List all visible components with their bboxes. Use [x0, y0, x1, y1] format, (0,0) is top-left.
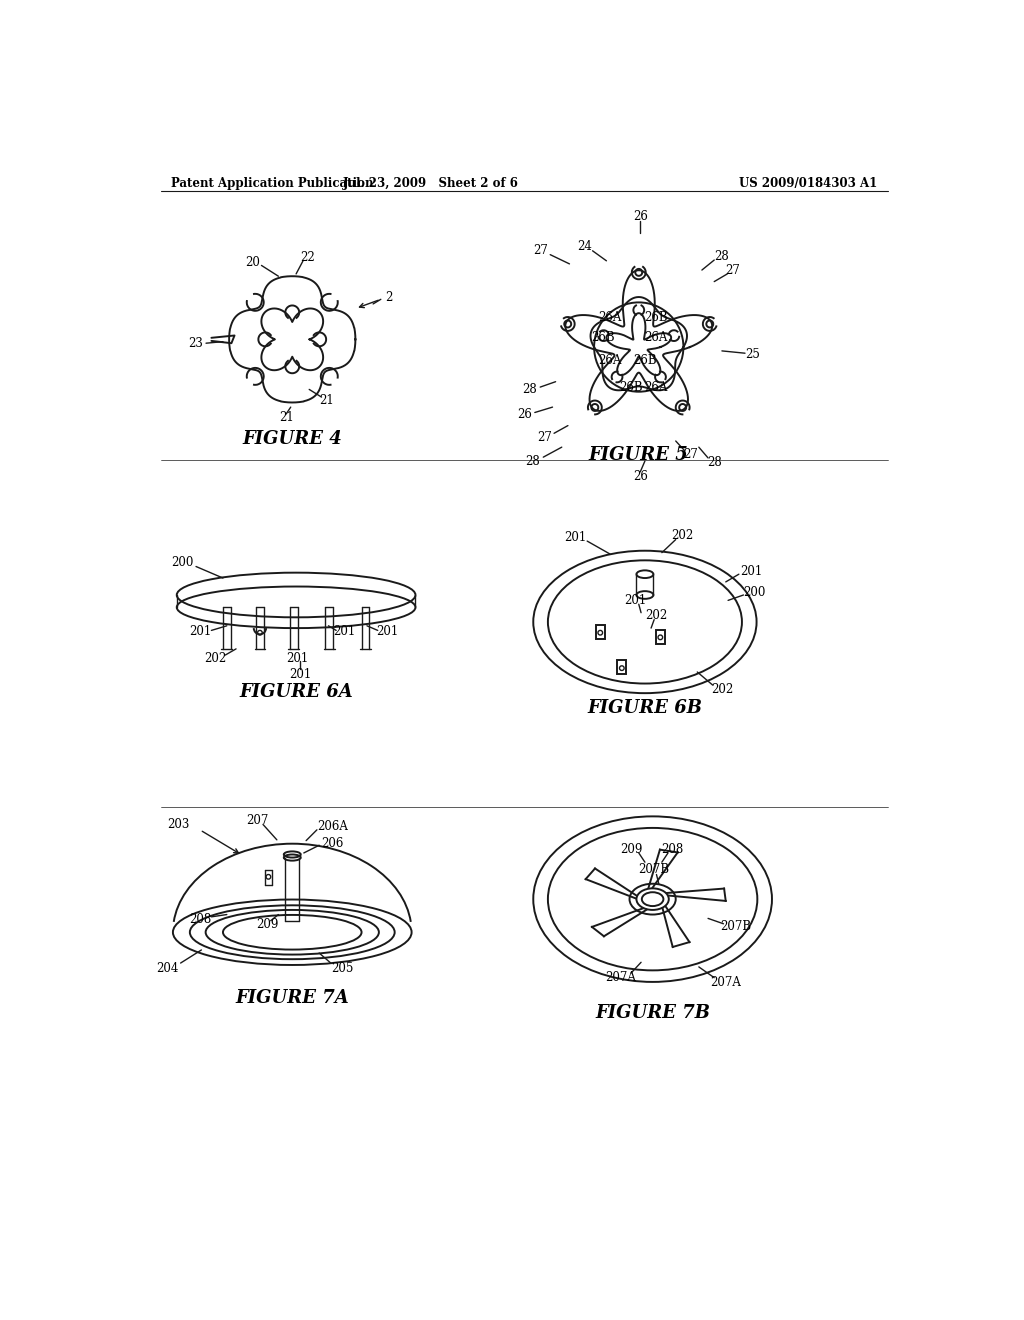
Text: 209: 209	[256, 917, 279, 931]
Text: 208: 208	[660, 842, 683, 855]
Text: 27: 27	[532, 244, 548, 257]
Text: 206A: 206A	[316, 820, 348, 833]
Text: 207B: 207B	[639, 863, 670, 876]
Text: FIGURE 6A: FIGURE 6A	[240, 682, 353, 701]
Text: 201: 201	[564, 531, 587, 544]
Text: 202: 202	[645, 610, 668, 622]
Text: 201: 201	[625, 594, 647, 607]
Text: 24: 24	[578, 240, 592, 253]
Text: 27: 27	[725, 264, 740, 277]
Text: 21: 21	[279, 412, 294, 425]
Text: 20: 20	[245, 256, 260, 269]
Bar	[596, 626, 605, 639]
Text: 21: 21	[319, 395, 334, 408]
Text: 26: 26	[633, 470, 648, 483]
Text: FIGURE 4: FIGURE 4	[243, 430, 342, 449]
Text: 207B: 207B	[720, 920, 752, 933]
Text: 202: 202	[204, 652, 226, 665]
Text: 27: 27	[684, 449, 698, 462]
Text: FIGURE 7B: FIGURE 7B	[595, 1005, 710, 1022]
Text: 200: 200	[171, 556, 194, 569]
Text: 201: 201	[287, 652, 309, 665]
Text: 201: 201	[376, 626, 398, 639]
Text: 209: 209	[620, 842, 642, 855]
Text: 207A: 207A	[605, 972, 636, 985]
Text: US 2009/0184303 A1: US 2009/0184303 A1	[739, 177, 878, 190]
Text: 27: 27	[538, 432, 552, 445]
Text: 28: 28	[525, 454, 540, 467]
Text: 26B: 26B	[633, 354, 656, 367]
Text: FIGURE 6B: FIGURE 6B	[588, 700, 702, 717]
Text: 22: 22	[300, 251, 315, 264]
Text: 202: 202	[711, 684, 733, 696]
Bar	[655, 630, 665, 644]
Text: 26A: 26A	[598, 354, 622, 367]
Text: 26B: 26B	[644, 312, 668, 325]
Text: 26A: 26A	[644, 331, 668, 345]
Text: 28: 28	[522, 383, 537, 396]
Text: 206: 206	[322, 837, 343, 850]
Text: 200: 200	[743, 586, 766, 599]
Text: 26A: 26A	[644, 380, 668, 393]
Text: 2: 2	[385, 290, 392, 304]
Text: Patent Application Publication: Patent Application Publication	[171, 177, 373, 190]
Text: 203: 203	[167, 818, 189, 832]
Text: 26A: 26A	[598, 312, 622, 325]
Text: 23: 23	[188, 337, 204, 350]
Text: 204: 204	[157, 962, 179, 975]
Text: 201: 201	[188, 626, 211, 639]
Text: 28: 28	[707, 455, 722, 469]
Bar	[617, 660, 627, 675]
Text: 26: 26	[633, 210, 648, 223]
Text: 201: 201	[333, 626, 355, 639]
Text: 207A: 207A	[711, 975, 741, 989]
Text: FIGURE 5: FIGURE 5	[589, 446, 688, 463]
Text: 207: 207	[247, 814, 268, 828]
Text: 208: 208	[188, 912, 211, 925]
Text: 28: 28	[715, 249, 729, 263]
Text: 26: 26	[517, 408, 532, 421]
Text: 25: 25	[745, 348, 760, 362]
Text: 26B: 26B	[592, 331, 615, 345]
Text: 201: 201	[740, 565, 762, 578]
Text: Jul. 23, 2009   Sheet 2 of 6: Jul. 23, 2009 Sheet 2 of 6	[343, 177, 519, 190]
Text: 202: 202	[671, 529, 693, 543]
Text: 26B: 26B	[620, 380, 643, 393]
Text: 205: 205	[331, 962, 353, 975]
Text: FIGURE 7A: FIGURE 7A	[236, 989, 349, 1007]
Text: 201: 201	[289, 668, 311, 681]
